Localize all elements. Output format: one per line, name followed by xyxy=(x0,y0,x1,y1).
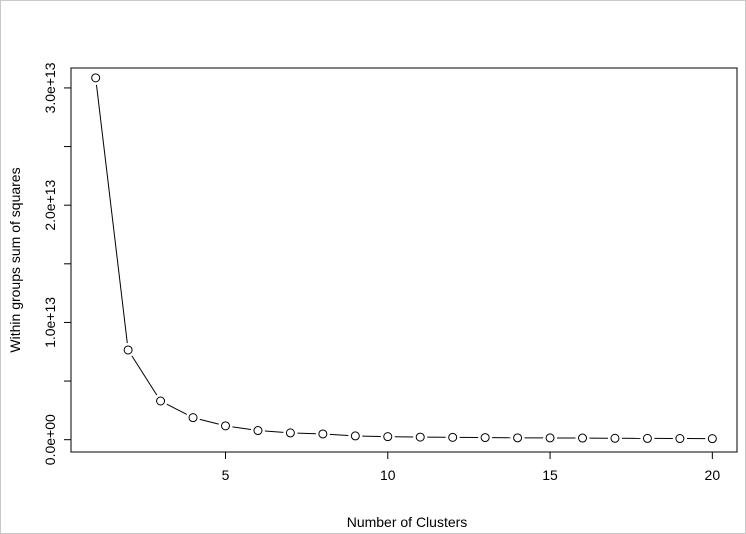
data-point xyxy=(156,396,166,406)
x-tick-label: 5 xyxy=(222,467,230,483)
y-tick-label: 0.0e+00 xyxy=(42,414,58,465)
data-point xyxy=(610,433,620,443)
y-tick-label: 3.0e+13 xyxy=(42,62,58,113)
data-point xyxy=(91,73,101,83)
data-point xyxy=(675,434,685,444)
data-point xyxy=(253,426,263,436)
y-axis-label: Within groups sum of squares xyxy=(7,167,23,352)
data-point xyxy=(480,433,490,443)
data-point xyxy=(220,421,230,431)
data-point xyxy=(513,433,523,443)
data-point xyxy=(350,431,360,441)
series-line-segment xyxy=(199,418,219,425)
x-tick-label: 10 xyxy=(380,467,396,483)
x-axis-label: Number of Clusters xyxy=(347,514,468,530)
series-line-segment xyxy=(264,430,284,433)
series-line-segment xyxy=(232,426,252,431)
series-line-segment xyxy=(329,433,349,437)
x-tick-label: 15 xyxy=(542,467,558,483)
data-point xyxy=(415,432,425,442)
series-line-segment xyxy=(166,403,188,415)
series-line-segment xyxy=(297,432,316,435)
series-line-segment xyxy=(95,84,128,344)
data-point xyxy=(707,434,717,444)
data-point xyxy=(383,432,393,442)
y-tick-label: 1.0e+13 xyxy=(42,297,58,348)
data-point xyxy=(578,433,588,443)
data-point xyxy=(123,345,133,355)
data-point xyxy=(318,429,328,439)
data-point xyxy=(448,432,458,442)
data-point xyxy=(188,413,198,423)
data-point xyxy=(285,428,295,438)
plot-box xyxy=(70,67,738,453)
y-tick-label: 2.0e+13 xyxy=(42,179,58,230)
data-point xyxy=(545,433,555,443)
data-point xyxy=(642,433,652,443)
series-line-segment xyxy=(131,355,158,396)
x-tick-label: 20 xyxy=(705,467,721,483)
